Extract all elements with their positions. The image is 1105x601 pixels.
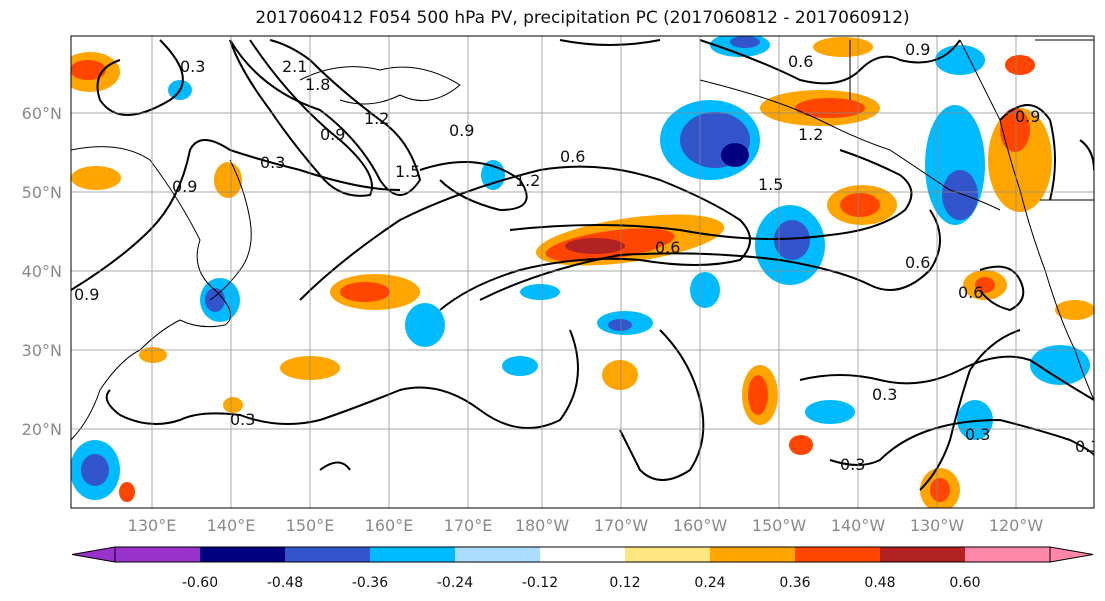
lon-label: 140°E xyxy=(207,516,256,535)
contour-labels: 0.3 1.8 2.1 1.2 1.5 0.9 0.3 0.9 0.6 1.2 … xyxy=(74,40,1100,474)
colorbar-tick-label: -0.48 xyxy=(267,575,303,591)
colorbar-segment xyxy=(540,547,626,562)
colorbar-segment xyxy=(795,547,881,562)
contour-label: 0.9 xyxy=(1015,107,1040,126)
longitude-labels: 130°E 140°E 150°E 160°E 170°E 180°W 170°… xyxy=(128,516,1044,535)
contour-label: 1.5 xyxy=(758,175,783,194)
contour-label: 0.3 xyxy=(260,153,285,172)
colorbar-segment xyxy=(965,547,1051,562)
lon-label: 170°E xyxy=(444,516,493,535)
map-background xyxy=(71,36,1094,508)
contour-label: 0.3 xyxy=(230,410,255,429)
colorbar-segment xyxy=(200,547,286,562)
colorbar-tick-label: -0.24 xyxy=(437,575,473,591)
contour-label: 0.6 xyxy=(958,283,983,302)
contour-label: 0.3 xyxy=(1075,437,1100,456)
lat-label: 30°N xyxy=(22,341,62,360)
contour-label: 0.9 xyxy=(905,40,930,59)
colorbar-tick-label: -0.36 xyxy=(352,575,388,591)
contour-label: 0.9 xyxy=(74,285,99,304)
contour-label: 0.9 xyxy=(172,177,197,196)
lon-label: 130°W xyxy=(910,516,965,535)
contour-label: 0.3 xyxy=(180,57,205,76)
colorbar-tick-label: 0.60 xyxy=(949,575,980,591)
lat-label: 60°N xyxy=(22,104,62,123)
colorbar-segment xyxy=(370,547,456,562)
lon-label: 120°W xyxy=(989,516,1044,535)
contour-label: 0.6 xyxy=(905,253,930,272)
colorbar-segment xyxy=(625,547,711,562)
contour-label: 0.6 xyxy=(560,147,585,166)
colorbar-extend-right xyxy=(1049,546,1094,563)
colorbar xyxy=(71,546,1094,563)
colorbar-tick-label: 0.36 xyxy=(779,575,810,591)
contour-label: 0.3 xyxy=(872,385,897,404)
map-frame xyxy=(70,35,1095,509)
colorbar-tick-label: 0.12 xyxy=(609,575,640,591)
colorbar-segment xyxy=(710,547,796,562)
colorbar-tick-label: -0.12 xyxy=(522,575,558,591)
colorbar-segment xyxy=(880,547,966,562)
lon-label: 150°W xyxy=(752,516,807,535)
contour-label: 2.1 xyxy=(282,57,307,76)
colorbar-segment xyxy=(115,547,201,562)
contour-label: 0.3 xyxy=(840,455,865,474)
contour-label: 0.6 xyxy=(655,238,680,257)
contour-label: 0.9 xyxy=(449,121,474,140)
lon-label: 130°E xyxy=(128,516,177,535)
colorbar-tick-label: -0.60 xyxy=(182,575,218,591)
lat-label: 40°N xyxy=(22,262,62,281)
graticule xyxy=(71,36,1094,508)
latitude-labels: 60°N 50°N 40°N 30°N 20°N xyxy=(22,104,62,439)
lon-label: 150°E xyxy=(286,516,335,535)
precip-shading xyxy=(71,36,1094,508)
colorbar-extend-left xyxy=(71,546,116,563)
contour-label: 1.8 xyxy=(305,75,330,94)
colorbar-tick-label: 0.24 xyxy=(694,575,725,591)
contour-label: 0.3 xyxy=(965,425,990,444)
lon-label: 140°W xyxy=(831,516,886,535)
lon-label: 170°W xyxy=(594,516,649,535)
contour-label: 1.5 xyxy=(395,162,420,181)
contour-label: 0.9 xyxy=(320,125,345,144)
lat-label: 20°N xyxy=(22,420,62,439)
colorbar-segment xyxy=(455,547,541,562)
colorbar-tick-labels: -0.60 -0.48 -0.36 -0.24 -0.12 0.12 0.24 … xyxy=(182,575,981,591)
colorbar-segment xyxy=(285,547,371,562)
colorbar-outline xyxy=(114,546,1051,563)
contour-label: 1.2 xyxy=(364,109,389,128)
colorbar-tick-label: 0.48 xyxy=(864,575,895,591)
lat-label: 50°N xyxy=(22,183,62,202)
lon-label: 160°E xyxy=(365,516,414,535)
lon-label: 160°W xyxy=(673,516,728,535)
contour-label: 1.2 xyxy=(798,125,823,144)
contour-label: 0.6 xyxy=(788,52,813,71)
lon-label: 180°W xyxy=(515,516,570,535)
plot-title: 2017060412 F054 500 hPa PV, precipitatio… xyxy=(255,8,910,28)
contour-label: 1.2 xyxy=(515,171,540,190)
